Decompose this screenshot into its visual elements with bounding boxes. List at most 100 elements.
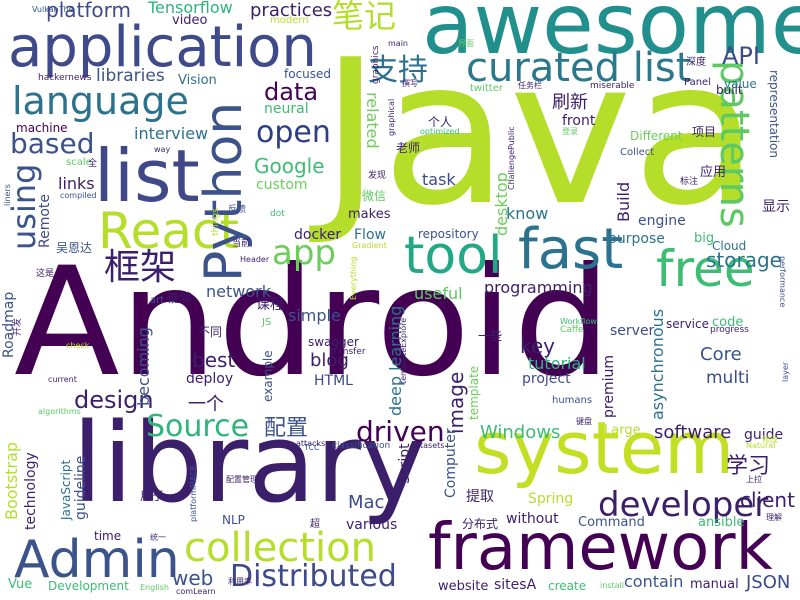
word-web: web [172,566,214,590]
word-service: service [666,317,709,331]
word-simple: simple [288,306,341,325]
word-library: library [72,399,426,527]
word-client: client [740,488,795,512]
word-kuangjia: 框架 [104,247,177,288]
word-computer: Computer [443,428,459,498]
word-flow: Flow [354,227,386,243]
word-android: Android [14,236,612,410]
word-network: network [206,282,271,301]
word-list: list [94,134,200,218]
word-yige: 一个 [188,394,224,415]
word-big: big [694,231,715,246]
word-interview: interview [134,124,209,143]
word-tcc: TCC [304,443,320,452]
word-datasets: datasets [410,441,445,450]
word-caffe: Caffe [560,325,584,335]
word-source: Source [146,409,250,444]
word-weixin: 微信 [362,189,387,203]
word-optimized: optimized [420,127,460,136]
word-build: Build [614,181,633,222]
word-art: art [150,295,165,306]
word-classification: classification [332,441,391,451]
word-geren: 个人 [428,115,453,129]
word-technology: technology [23,452,39,530]
word-english: English [140,583,169,592]
word-xiangmu: 项目 [692,125,717,139]
word-lijie: 理解 [766,513,782,522]
word-docker: docker [294,227,342,243]
word-task: task [422,170,456,189]
word-graphics: graphics [371,45,381,84]
word-windows: Windows [480,422,561,443]
word-peizhi: 配置 [264,416,309,441]
word-website: website [438,579,489,594]
word-best: best [192,348,236,372]
word-comlearn: comLearn [176,587,216,596]
word-built: built [716,83,743,97]
word-code: code [712,315,744,330]
word-platformmace: platformMACE [189,465,198,522]
word-premium: premium [601,355,617,418]
word-asynchronous: asynchronous [648,308,667,420]
word-biji: 笔记 [332,0,397,35]
word-remote: Remote [37,193,53,248]
word-check: check [66,341,90,350]
word-development: Development [48,579,129,593]
word-server: server [610,323,655,339]
word-js: JS [262,317,272,328]
word-guide: guide [744,427,784,443]
word-awesome: awesome [422,0,800,73]
word-liners: liners [3,184,12,206]
word-video: video [172,13,208,28]
word-performance: performance [778,256,787,308]
word-admin: Admin [14,530,180,590]
word-gradient: Gradient [352,241,387,250]
word-faxian: 发现 [368,171,387,181]
word-chao: 超 [310,519,320,530]
word-workflow: Workflow [560,317,597,326]
word-vision: Vision [178,73,217,88]
word-google: Google [254,154,325,178]
word-zheshi: 这是 [36,269,55,279]
word-attacks: attacks [296,439,326,448]
word-guideline: guideline [73,455,89,520]
word-laoshi: 老师 [396,141,421,155]
word-kecheng: 课程 [256,297,284,313]
word-system: system [474,406,735,490]
word-tensorflow: Tensorflow [148,0,233,17]
word-current: current [48,375,77,384]
word-time: time [94,529,122,543]
word-natural: Natural [746,441,776,450]
word-value: value [724,77,757,91]
word-panel: Panel [684,77,711,88]
word-driven: driven [356,415,445,448]
word-yixie: 一些 [478,329,503,343]
word-tiqu: 提取 [466,489,494,505]
word-dot: dot [270,209,285,219]
word-peizhiguanli: 配置管理 [226,475,258,484]
word-main: main [388,39,408,48]
word-spring: Spring [528,491,574,507]
word-create: create [548,579,587,593]
word-application: application [8,15,317,80]
word-related: related [363,92,382,149]
word-command: Command [578,515,645,530]
word-yongyu: 用于 [140,489,165,503]
word-platform: platform [46,0,131,22]
word-large: Large [604,423,641,438]
word-core: Core [700,344,742,365]
word-machine: machine [16,121,68,135]
word-open: open [256,115,331,150]
word-language: language [12,79,189,123]
word-image: image [444,371,468,434]
word-javascript: JavaScript [59,459,73,520]
word-dangqian: 当前 [232,239,251,249]
word-blog: blog [310,350,349,371]
word-key: key [520,334,556,358]
word-cloud: Cloud [712,239,747,253]
word-challengepublic: ChallengePublic [507,126,516,190]
word-jianpan: 键盘 [576,417,592,426]
word-vulkanthe: VulkanThe [32,5,74,14]
word-neural: neural [264,101,309,117]
word-java: Java [320,17,760,250]
